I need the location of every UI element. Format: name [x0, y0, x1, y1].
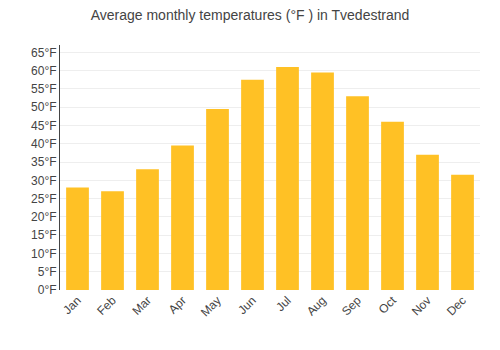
svg-text:40°F: 40°F: [31, 137, 56, 151]
svg-text:25°F: 25°F: [31, 192, 56, 206]
svg-text:Nov: Nov: [409, 293, 434, 318]
svg-text:Average monthly temperatures (: Average monthly temperatures (°F ) in Tv…: [91, 7, 410, 23]
svg-text:30°F: 30°F: [31, 174, 56, 188]
svg-text:65°F: 65°F: [31, 46, 56, 60]
svg-text:45°F: 45°F: [31, 119, 56, 133]
svg-text:55°F: 55°F: [31, 82, 56, 96]
svg-text:Jun: Jun: [235, 293, 259, 317]
svg-text:Sep: Sep: [339, 293, 364, 318]
svg-text:35°F: 35°F: [31, 155, 56, 169]
svg-text:Apr: Apr: [166, 293, 189, 316]
svg-text:Jan: Jan: [60, 293, 84, 317]
svg-text:60°F: 60°F: [31, 64, 56, 78]
svg-text:5°F: 5°F: [38, 265, 57, 279]
svg-text:Feb: Feb: [94, 293, 119, 318]
svg-text:May: May: [198, 293, 224, 319]
svg-text:50°F: 50°F: [31, 100, 56, 114]
svg-text:Aug: Aug: [304, 293, 329, 318]
svg-text:0°F: 0°F: [38, 283, 57, 297]
svg-text:Mar: Mar: [129, 293, 154, 318]
svg-text:20°F: 20°F: [31, 210, 56, 224]
svg-text:Jul: Jul: [273, 293, 294, 314]
svg-text:15°F: 15°F: [31, 228, 56, 242]
svg-text:10°F: 10°F: [31, 247, 56, 261]
svg-text:Dec: Dec: [444, 293, 469, 318]
svg-text:Oct: Oct: [376, 293, 400, 317]
